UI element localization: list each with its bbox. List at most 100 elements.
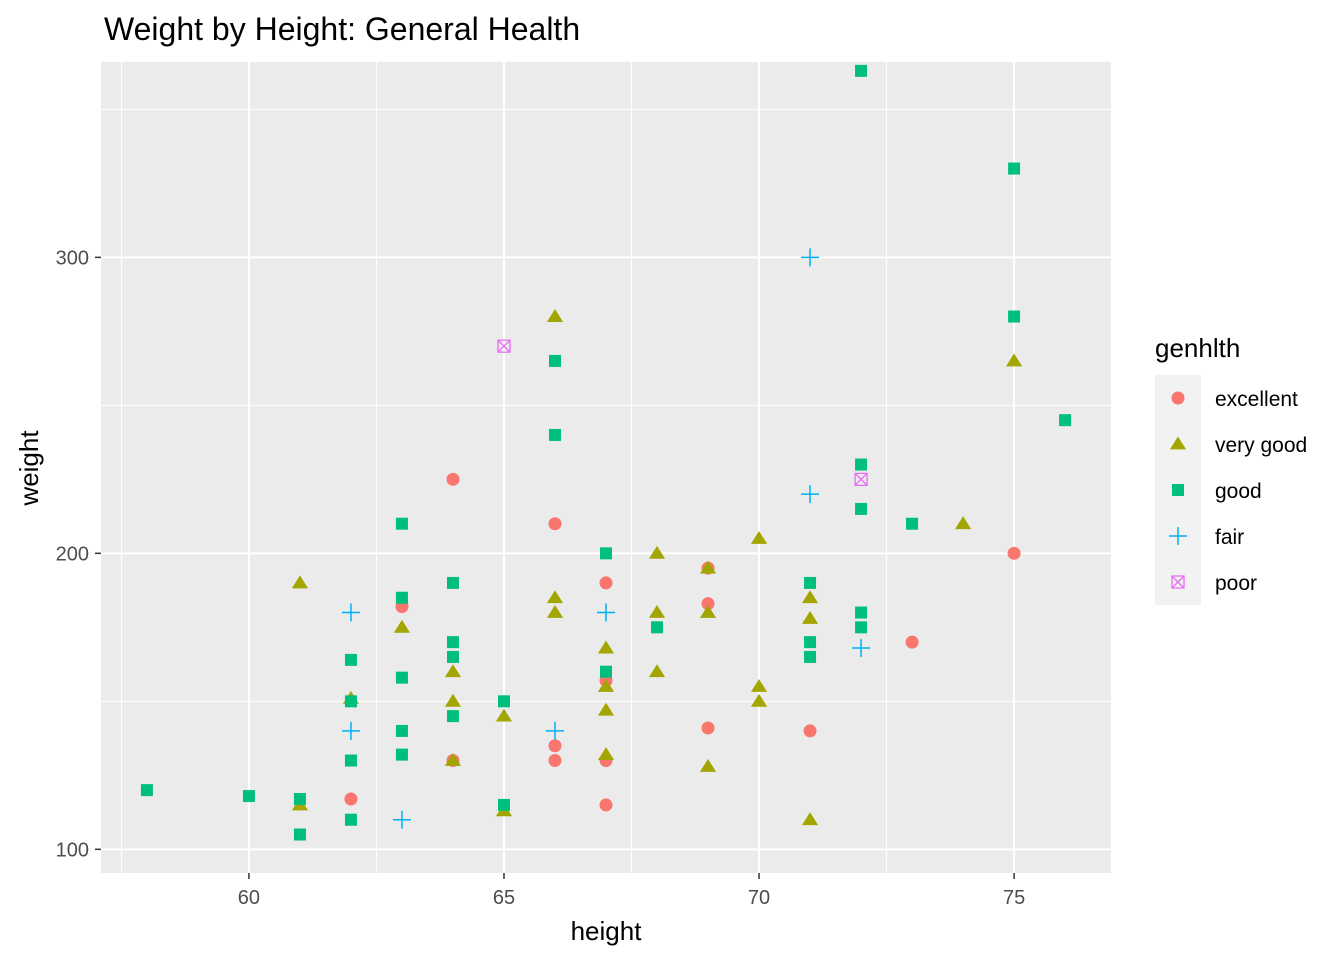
data-point-very-good	[444, 753, 462, 766]
data-point-very-good	[648, 664, 666, 678]
legend: genhlth excellent very good good fair poor	[1155, 333, 1307, 605]
x-tick-label: 75	[1003, 887, 1025, 909]
data-point-good	[804, 576, 817, 589]
data-point-good	[651, 621, 664, 634]
data-point-very-good	[546, 605, 564, 618]
data-point-very-good	[444, 693, 462, 707]
data-point-excellent	[803, 724, 817, 738]
data-point-good	[293, 828, 306, 841]
data-point-fair	[852, 639, 871, 658]
data-point-good	[497, 798, 510, 811]
data-point-excellent	[599, 798, 613, 812]
data-point-very-good	[699, 758, 717, 772]
data-point-good	[600, 547, 612, 560]
data-point-very-good	[393, 619, 411, 633]
data-point-good	[855, 458, 868, 471]
data-point-very-good	[1005, 353, 1023, 367]
data-point-good	[446, 636, 459, 649]
data-point-fair	[545, 721, 564, 740]
data-point-very-good	[648, 605, 666, 618]
data-point-good	[395, 724, 408, 737]
data-point-good	[242, 790, 255, 803]
data-point-fair	[597, 603, 615, 622]
data-point-poor	[497, 339, 511, 353]
data-point-good	[804, 636, 817, 649]
data-point-good	[548, 428, 561, 441]
data-point-excellent	[1007, 546, 1021, 560]
data-point-good	[395, 748, 408, 761]
data-point-fair	[341, 721, 360, 740]
data-point-good	[1008, 162, 1021, 175]
data-point-good	[344, 754, 357, 767]
data-point-good	[395, 671, 408, 684]
data-point-good	[855, 606, 868, 619]
data-point-very-good	[648, 545, 666, 559]
data-point-good	[855, 64, 868, 77]
data-point-good	[855, 502, 868, 515]
legend-key-good	[1172, 484, 1184, 496]
data-point-good	[395, 517, 408, 530]
legend-key-excellent	[1171, 391, 1185, 405]
data-point-excellent	[446, 472, 460, 486]
data-point-good	[446, 576, 459, 589]
data-point-very-good	[444, 664, 462, 678]
data-point-very-good	[954, 516, 972, 530]
data-point-very-good	[699, 560, 717, 574]
data-point-very-good	[546, 590, 564, 604]
data-point-fair	[801, 485, 820, 504]
data-point-very-good	[291, 575, 309, 589]
data-point-excellent	[905, 635, 919, 649]
legend-label-good: good	[1215, 480, 1262, 503]
data-point-very-good	[801, 610, 819, 624]
data-point-good	[395, 591, 408, 604]
data-point-fair	[341, 603, 360, 622]
plot-panel	[101, 62, 1111, 873]
data-point-excellent	[548, 754, 562, 768]
data-point-very-good	[597, 702, 615, 716]
x-axis-title: height	[571, 916, 643, 946]
data-point-good	[344, 695, 357, 708]
data-point-very-good	[495, 708, 513, 722]
data-point-good	[906, 517, 919, 530]
data-point-good	[855, 621, 868, 634]
data-point-good	[600, 665, 612, 678]
y-tick-label: 300	[56, 247, 89, 269]
data-point-good	[344, 653, 357, 666]
data-point-good	[446, 710, 459, 723]
data-point-very-good	[597, 640, 615, 654]
data-point-excellent	[701, 721, 715, 735]
data-point-good	[804, 650, 817, 663]
legend-title: genhlth	[1155, 333, 1240, 363]
data-point-good	[140, 784, 153, 797]
data-point-good	[1008, 310, 1021, 323]
chart-title: Weight by Height: General Health	[104, 11, 580, 47]
legend-key-very-good	[1169, 436, 1187, 450]
data-point-very-good	[801, 812, 819, 826]
data-point-poor	[854, 472, 868, 486]
y-axis-title: weight	[14, 430, 44, 507]
data-point-very-good	[750, 531, 768, 544]
data-point-good	[497, 695, 510, 708]
legend-label-excellent: excellent	[1215, 388, 1298, 411]
y-tick-label: 200	[56, 543, 89, 565]
data-point-good	[344, 813, 357, 826]
legend-key-fair	[1169, 527, 1187, 545]
data-point-very-good	[801, 590, 819, 604]
data-point-very-good	[597, 747, 615, 761]
x-tick-label: 60	[238, 887, 260, 909]
data-point-very-good	[597, 679, 615, 692]
data-point-fair	[392, 810, 411, 829]
legend-label-poor: poor	[1215, 572, 1257, 595]
data-point-excellent	[548, 739, 562, 753]
data-point-excellent	[701, 597, 715, 611]
axis-layer: 60 65 70 75 100 200 300	[56, 247, 1026, 909]
data-point-very-good	[750, 679, 768, 692]
data-point-good	[1059, 414, 1072, 427]
data-point-good	[293, 793, 306, 806]
legend-label-fair: fair	[1215, 526, 1244, 549]
x-tick-label: 70	[748, 887, 770, 909]
data-point-very-good	[699, 605, 717, 618]
data-point-good	[548, 354, 561, 367]
